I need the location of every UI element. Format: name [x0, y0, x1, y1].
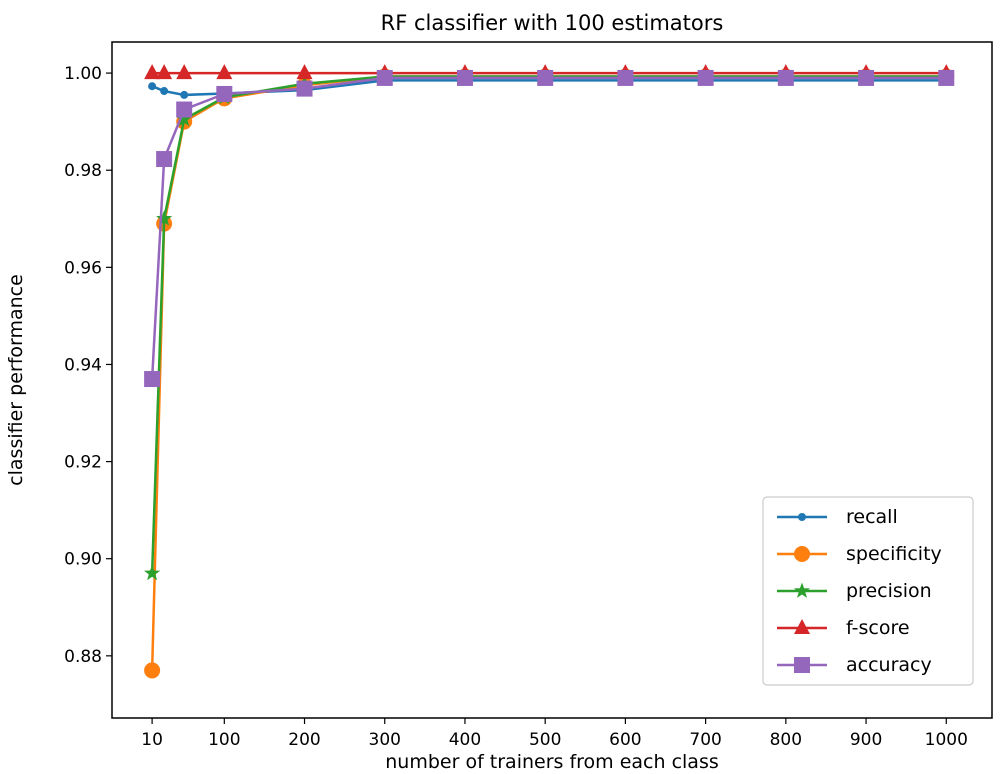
legend-label-accuracy: accuracy [846, 654, 932, 676]
y-tick-label: 0.96 [64, 258, 102, 278]
data-point-accuracy [617, 69, 634, 86]
y-tick-label: 1.00 [64, 64, 102, 84]
data-point-precision [176, 110, 193, 127]
data-point-f-score [216, 64, 233, 80]
data-point-accuracy [176, 101, 193, 118]
y-tick-label: 0.98 [64, 161, 102, 181]
data-point-accuracy [537, 69, 554, 86]
legend-box [762, 496, 974, 686]
legend-marker-recall [798, 513, 806, 521]
data-point-accuracy [156, 151, 173, 168]
y-tick-label: 0.90 [64, 550, 102, 570]
legend-marker-accuracy [794, 657, 810, 673]
data-point-f-score [296, 64, 313, 80]
data-point-recall [160, 87, 169, 96]
x-tick-label: 500 [529, 730, 561, 750]
legend-label-precision: precision [846, 580, 932, 602]
x-tick-label: 800 [770, 730, 802, 750]
y-tick-label: 0.88 [64, 647, 102, 667]
data-point-f-score [176, 64, 193, 80]
y-tick-label: 0.94 [64, 355, 102, 375]
data-point-precision [144, 564, 161, 581]
x-tick-label: 400 [449, 730, 481, 750]
data-point-accuracy [697, 69, 714, 86]
plot-frame [111, 41, 993, 719]
data-point-specificity [144, 662, 161, 679]
legend: recall specificity precision f-score accurac… [762, 496, 974, 686]
legend-label-f-score: f-score [846, 617, 910, 639]
data-point-accuracy [296, 80, 313, 97]
data-point-accuracy [938, 69, 955, 86]
series-line-accuracy [150, 76, 947, 380]
legend-label-recall: recall [846, 506, 898, 528]
data-point-recall [148, 82, 157, 91]
data-point-accuracy [858, 69, 875, 86]
data-point-f-score [144, 64, 161, 80]
x-tick-label: 200 [288, 730, 320, 750]
y-axis-label: classifier performance [5, 274, 27, 486]
plot-area [144, 64, 955, 679]
x-tick-label: 900 [850, 730, 882, 750]
x-axis-label: number of trainers from each class [385, 751, 719, 773]
legend-marker-precision [793, 582, 811, 598]
legend-label-specificity: specificity [846, 543, 942, 565]
y-tick-label: 0.92 [64, 453, 102, 473]
x-tick-label: 10 [141, 730, 163, 750]
x-tick-label: 300 [369, 730, 401, 750]
legend-marker-specificity [794, 546, 810, 562]
series-accuracy [144, 69, 955, 388]
data-point-recall [180, 90, 189, 99]
data-point-accuracy [456, 69, 473, 86]
x-tick-label: 100 [208, 730, 240, 750]
data-point-accuracy [376, 69, 393, 86]
data-point-f-score [156, 64, 173, 80]
legend-marker-f-score [794, 619, 810, 634]
x-tick-label: 700 [689, 730, 721, 750]
data-point-accuracy [144, 371, 161, 388]
x-tick-label: 600 [609, 730, 641, 750]
data-point-accuracy [216, 85, 233, 102]
x-tick-label: 1000 [925, 730, 968, 750]
data-point-precision [156, 210, 173, 226]
data-point-accuracy [777, 69, 794, 86]
chart-title: RF classifier with 100 estimators [381, 11, 724, 35]
